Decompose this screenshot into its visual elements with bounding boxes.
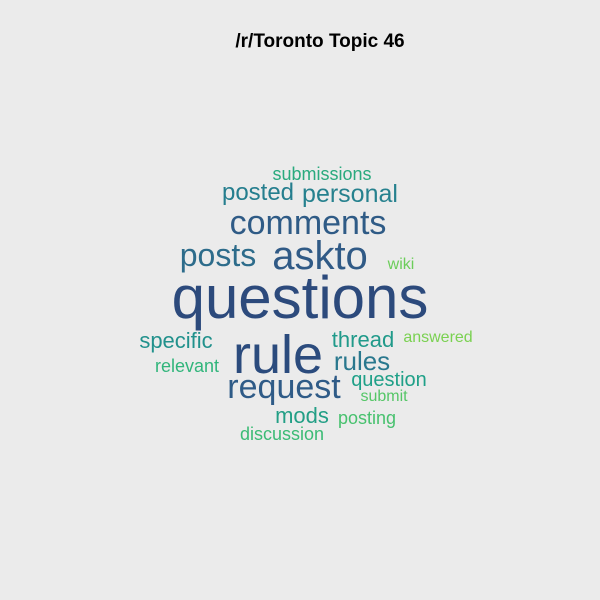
word-submit: submit (360, 388, 408, 405)
word-specific: specific (139, 328, 213, 353)
word-comments: comments (229, 204, 387, 242)
word-rule: rule (232, 325, 324, 385)
word-mods: mods (275, 403, 329, 428)
word-posting: posting (337, 408, 397, 428)
word-askto: askto (272, 234, 368, 278)
word-personal: personal (302, 180, 398, 208)
word-rules: rules (333, 346, 391, 376)
chart-title: /r/Toronto Topic 46 (235, 31, 405, 52)
word-wiki: wiki (387, 256, 415, 273)
word-posts: posts (179, 237, 257, 273)
word-relevant: relevant (154, 356, 220, 376)
word-question: question (351, 369, 427, 391)
word-answered: answered (403, 329, 473, 346)
word-thread: thread (331, 327, 395, 352)
word-questions: questions (171, 264, 429, 331)
word-posted: posted (221, 179, 295, 206)
word-submissions: submissions (272, 164, 372, 184)
word-discussion: discussion (239, 424, 325, 444)
word-request: request (227, 368, 341, 406)
